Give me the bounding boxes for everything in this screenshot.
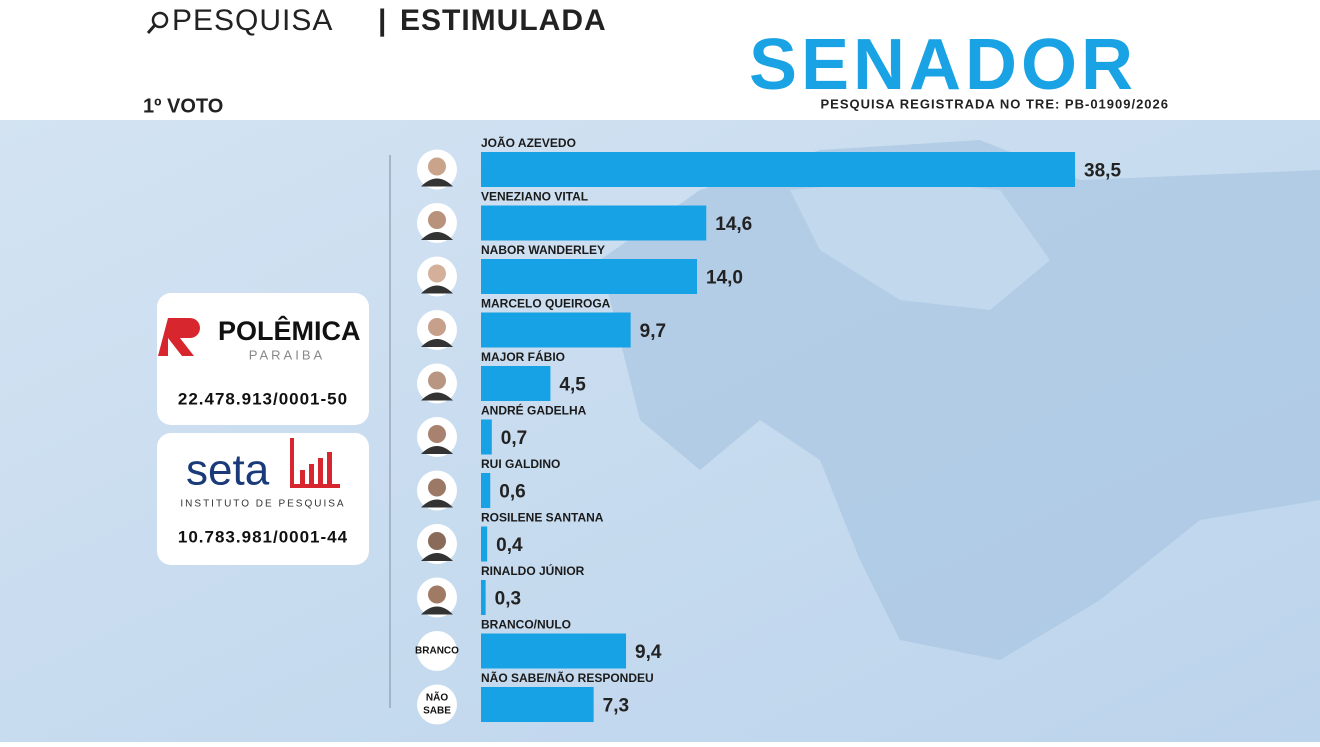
category-label: VENEZIANO VITAL (481, 190, 588, 204)
sponsor-sub: PARAIBA (249, 347, 325, 362)
sponsor-sub: INSTITUTO DE PESQUISA (180, 499, 345, 510)
avatar-body (421, 339, 453, 347)
category-label: JOÃO AZEVEDO (481, 135, 576, 150)
avatar-face (428, 425, 446, 443)
value-label: 4,5 (559, 375, 586, 396)
avatar-body (421, 178, 453, 187)
avatar-face (428, 157, 446, 176)
header-search: PESQUISA (172, 4, 333, 37)
value-label: 0,6 (499, 482, 525, 503)
badge-text: SABE (423, 706, 451, 717)
sponsor-name: POLÊMICA (218, 315, 361, 346)
sponsor-id: 10.783.981/0001-44 (178, 527, 348, 546)
avatar-body (421, 499, 453, 508)
avatar (417, 684, 457, 725)
category-label: NÃO SABE/NÃO RESPONDEU (481, 670, 654, 685)
value-label: 14,6 (715, 214, 752, 235)
bar (481, 312, 631, 348)
category-label: ROSILENE SANTANA (481, 511, 604, 525)
category-label: NABOR WANDERLEY (481, 243, 605, 257)
category-label: RINALDO JÚNIOR (481, 563, 585, 578)
avatar-face (428, 264, 446, 283)
value-label: 9,4 (635, 642, 662, 663)
value-label: 14,0 (706, 268, 743, 289)
seta-chart-icon (290, 438, 340, 488)
bar (481, 580, 486, 615)
map-shape (790, 180, 1050, 310)
avatar-face (428, 478, 446, 497)
category-label: RUI GALDINO (481, 457, 560, 471)
avatar-body (421, 232, 453, 240)
avatar-face (428, 585, 446, 604)
bar (481, 473, 491, 508)
search-icon (151, 11, 169, 29)
registration: PESQUISA REGISTRADA NO TRE: PB-01909/202… (820, 96, 1169, 111)
bar (481, 205, 707, 241)
avatar-body (421, 553, 453, 561)
bar (481, 633, 627, 669)
value-label: 38,5 (1084, 161, 1121, 182)
header-separator: | (378, 4, 386, 37)
value-label: 9,7 (640, 321, 666, 342)
category-label: BRANCO/NULO (481, 618, 571, 632)
avatar-body (421, 285, 453, 294)
value-label: 7,3 (603, 696, 629, 717)
bar (481, 152, 1076, 187)
avatar (417, 631, 457, 671)
value-label: 0,7 (501, 428, 527, 449)
avatar-face (428, 318, 446, 336)
header-kind: ESTIMULADA (400, 4, 607, 37)
sponsor-card (157, 433, 369, 565)
bar (481, 687, 594, 722)
category-label: MARCELO QUEIROGA (481, 297, 611, 311)
sponsor-card (157, 293, 369, 425)
round-label: 1º VOTO (143, 95, 223, 117)
header-band (0, 0, 1320, 120)
avatar-body (421, 392, 453, 401)
sponsor-id: 22.478.913/0001-50 (178, 389, 348, 408)
avatar-body (421, 446, 453, 454)
office-title: SENADOR (749, 25, 1137, 105)
polemica-logo (158, 318, 200, 356)
sponsor-name: seta (186, 446, 270, 495)
category-label: ANDRÉ GADELHA (481, 403, 587, 418)
avatar-face (428, 371, 446, 390)
bar (481, 526, 488, 562)
map-shape (600, 140, 1320, 660)
category-label: MAJOR FÁBIO (481, 349, 565, 364)
bar (481, 366, 551, 401)
value-label: 0,4 (496, 535, 523, 556)
search-icon (146, 24, 157, 34)
bar (481, 419, 492, 455)
avatar-face (428, 532, 446, 550)
badge-text: BRANCO (415, 646, 459, 657)
avatar-face (428, 211, 446, 229)
avatar-body (421, 606, 453, 615)
badge-text: NÃO (426, 691, 448, 704)
value-label: 0,3 (495, 589, 521, 610)
bar (481, 259, 698, 294)
